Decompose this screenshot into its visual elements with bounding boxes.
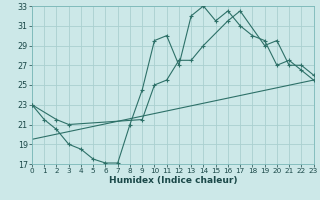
X-axis label: Humidex (Indice chaleur): Humidex (Indice chaleur) (108, 176, 237, 185)
